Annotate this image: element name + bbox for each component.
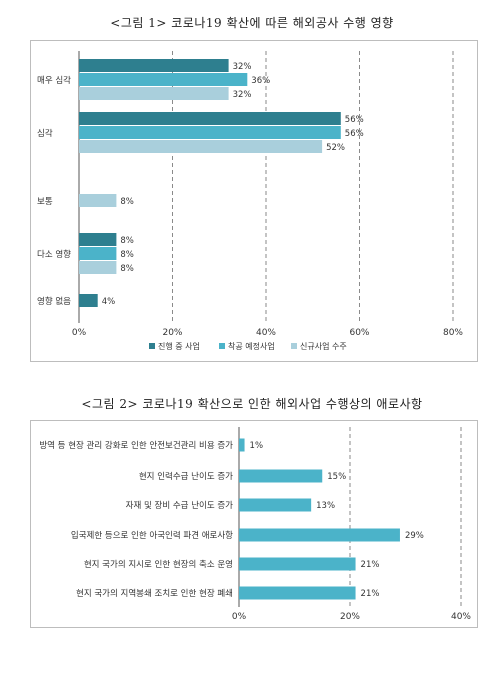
chart2-frame: 0% 20% 40% 방역 등 현장 관리 강화로 인한 안전보건관리 비용 증가 1%…	[30, 420, 478, 628]
bar	[239, 528, 400, 542]
legend-swatch	[219, 343, 225, 349]
x-tick-label: 80%	[443, 328, 463, 338]
data-label: 32%	[233, 62, 252, 72]
bar	[79, 126, 341, 139]
bar	[79, 247, 117, 260]
data-label: 1%	[250, 441, 263, 451]
data-label: 21%	[361, 589, 380, 599]
legend-swatch	[291, 343, 297, 349]
data-label: 36%	[251, 76, 270, 86]
data-label: 8%	[120, 250, 133, 260]
data-label: 29%	[405, 531, 424, 541]
data-label: 8%	[120, 197, 133, 207]
legend-label: 착공 예정사업	[228, 341, 275, 351]
data-label: 8%	[120, 264, 133, 274]
chart2: 0% 20% 40% 방역 등 현장 관리 강화로 인한 안전보건관리 비용 증가 1%…	[39, 427, 471, 622]
x-tick-label: 20%	[340, 612, 360, 622]
legend-label: 진행 중 사업	[158, 341, 200, 351]
bar	[239, 557, 356, 571]
category-label: 다소 영향	[37, 249, 71, 260]
category-label: 영향 없음	[37, 296, 71, 307]
x-tick-label: 40%	[256, 328, 276, 338]
data-label: 56%	[345, 115, 364, 125]
bar	[79, 87, 229, 100]
x-tick-label: 20%	[162, 328, 182, 338]
data-label: 8%	[120, 236, 133, 246]
x-tick-label: 0%	[72, 328, 87, 338]
figure2-title: <그림 2> 코로나19 확산으로 인한 해외사업 수행상의 애로사항	[81, 397, 423, 411]
chart1: 0% 20% 40% 60% 80%매우 심각32%36%32%심각56%56%52%보…	[37, 51, 463, 351]
bar	[239, 498, 312, 512]
legend-swatch	[149, 343, 155, 349]
bar	[79, 112, 341, 125]
legend-label: 신규사업 수주	[300, 342, 347, 351]
bar	[79, 294, 98, 307]
x-tick-label: 60%	[349, 328, 369, 338]
data-label: 32%	[233, 90, 252, 100]
data-label: 13%	[316, 501, 335, 511]
bar	[239, 438, 245, 452]
data-label: 4%	[102, 297, 116, 307]
category-label: 현지 국가의 지역봉쇄 조치로 인한 현장 폐쇄	[76, 588, 233, 599]
x-tick-label: 0%	[232, 612, 247, 622]
category-label: 방역 등 현장 관리 강화로 인한 안전보건관리 비용 증가	[39, 440, 233, 451]
chart1-frame: 0% 20% 40% 60% 80% 매우 심각 32% 36% 32% 심각 56% 56% 52% 보…	[30, 40, 478, 362]
bar	[79, 73, 248, 86]
data-label: 21%	[361, 560, 380, 570]
bar	[79, 233, 117, 246]
bar	[239, 586, 356, 600]
x-tick-label: 40%	[451, 612, 471, 622]
bar	[239, 469, 323, 483]
data-label: 52%	[326, 143, 345, 153]
category-label: 심각	[37, 128, 53, 139]
category-label: 자재 및 장비 수급 난이도 증가	[126, 500, 234, 511]
bar	[79, 194, 117, 207]
data-label: 56%	[345, 129, 364, 139]
bar	[79, 140, 323, 153]
category-label: 보통	[37, 197, 53, 207]
figure1-title: <그림 1> 코로나19 확산에 따른 해외공사 수행 영향	[110, 16, 394, 30]
bar	[79, 59, 229, 72]
category-label: 현지 국가의 지시로 인한 현장의 축소 운영	[84, 559, 233, 570]
category-label: 현지 인력수급 난이도 증가	[139, 471, 233, 482]
bar	[79, 261, 117, 274]
category-label: 입국제한 등으로 인한 아국인력 파견 애로사항	[71, 530, 233, 541]
category-label: 매우 심각	[37, 75, 71, 86]
data-label: 15%	[327, 472, 346, 482]
